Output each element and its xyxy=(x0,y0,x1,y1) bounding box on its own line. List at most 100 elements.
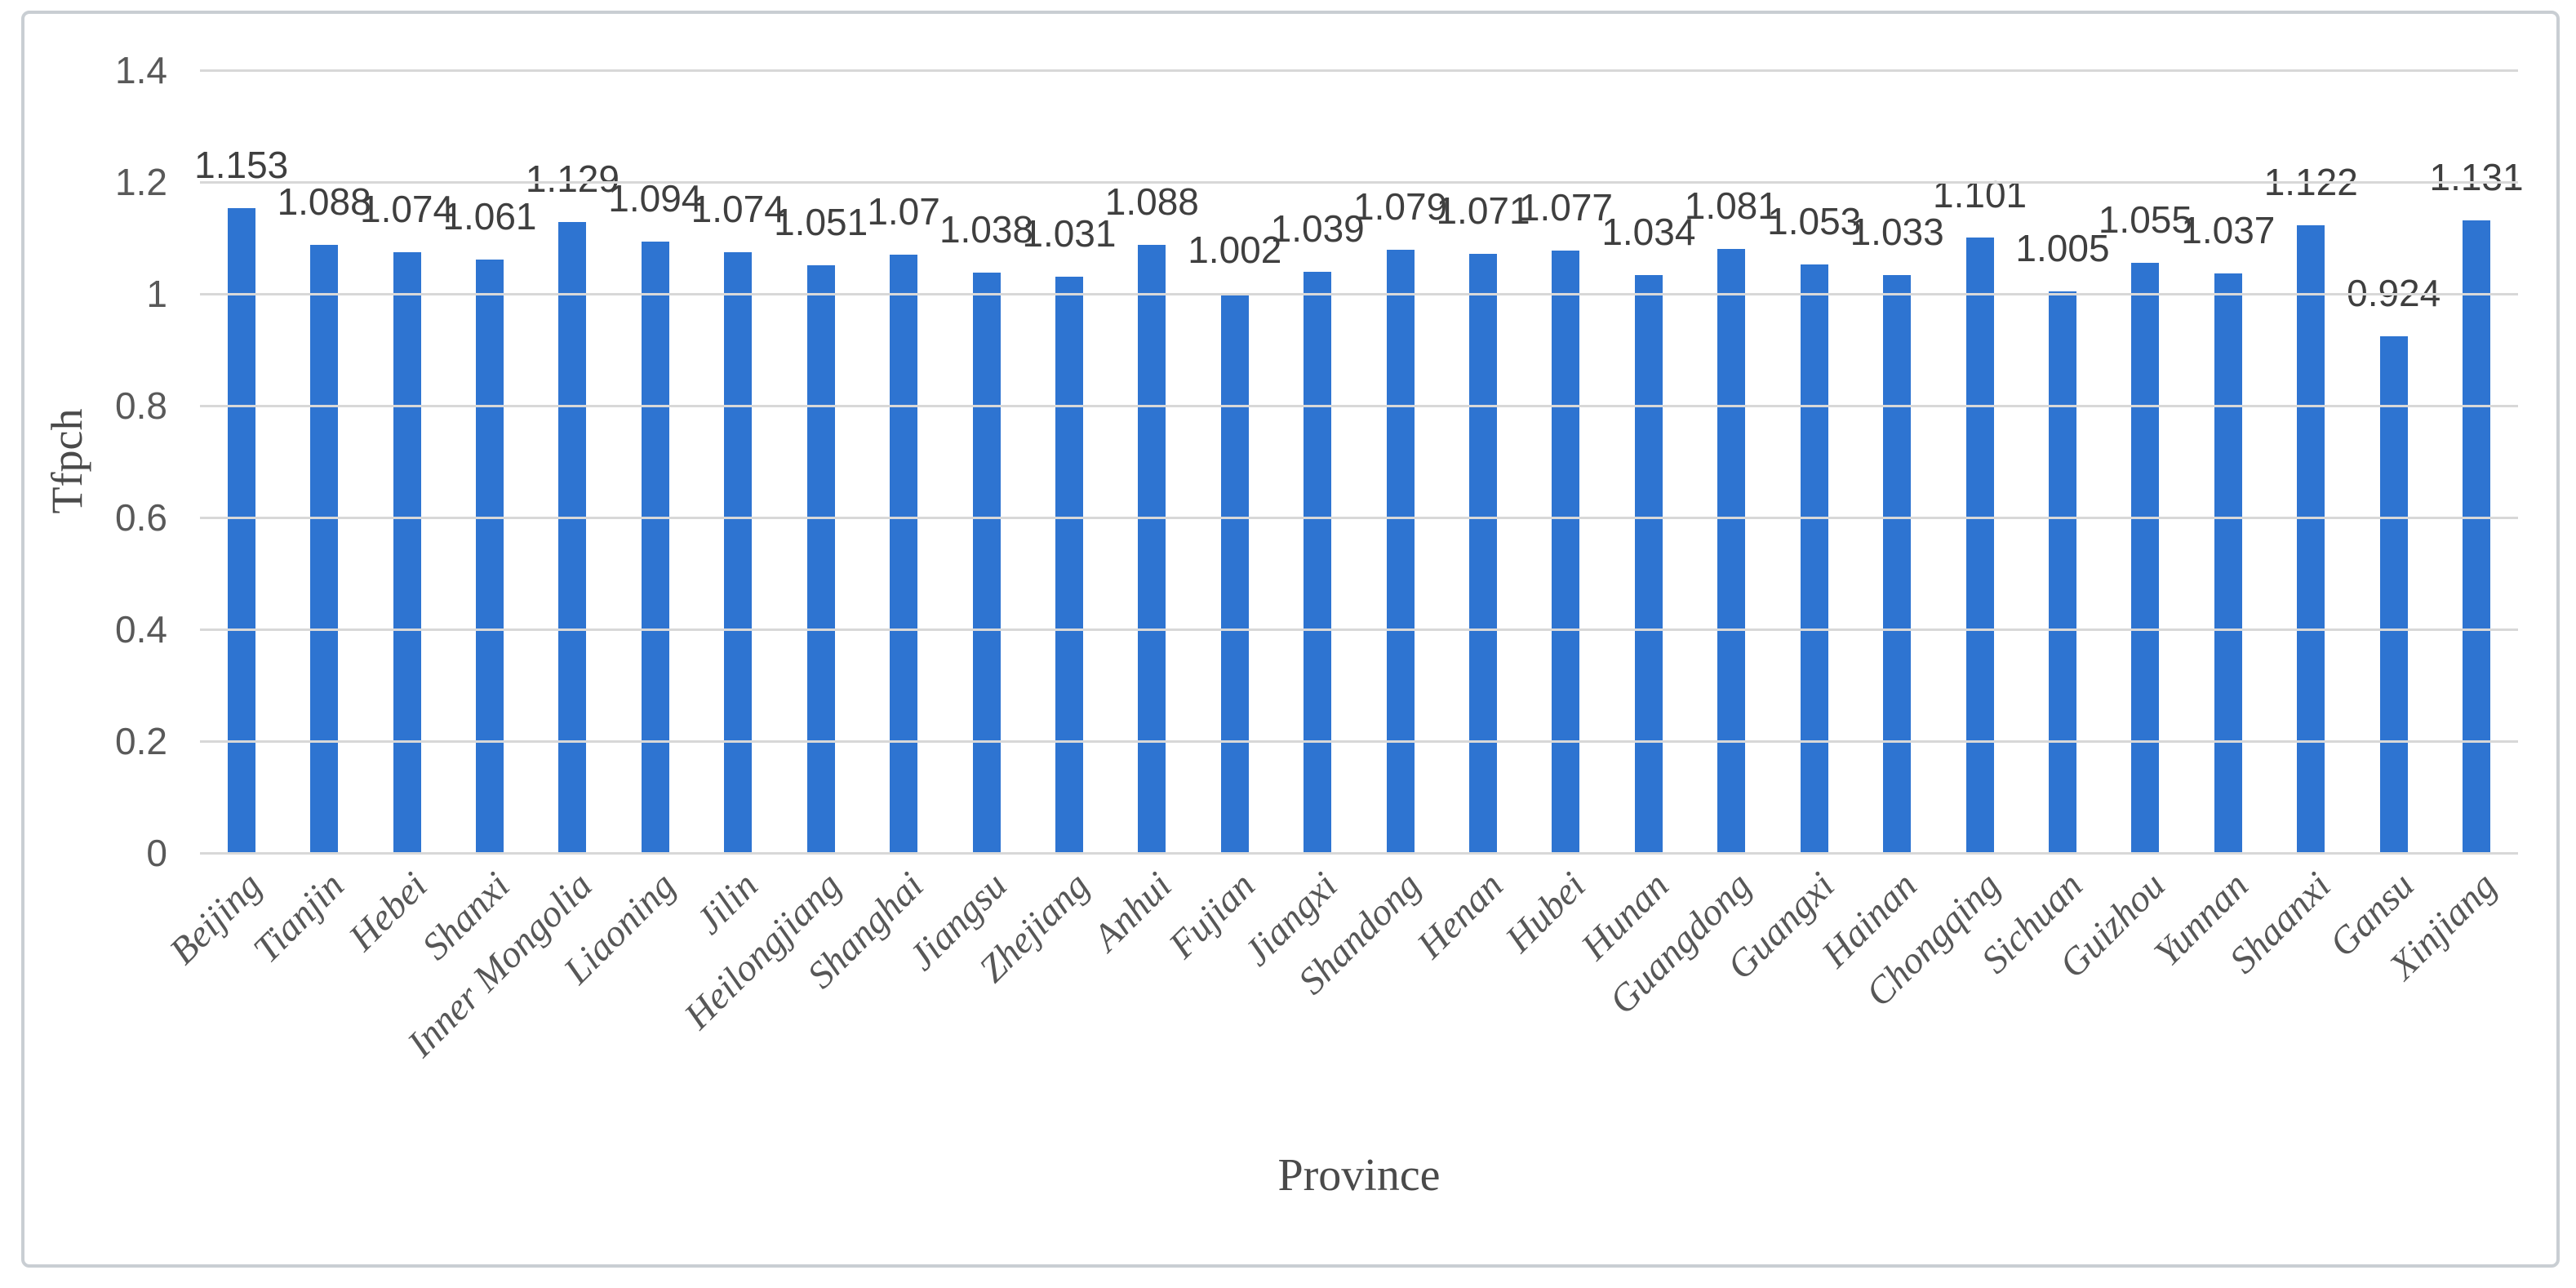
category-slot: 1.002 Fujian xyxy=(1161,70,1281,967)
bar-value-label: 1.002 xyxy=(1188,228,1282,271)
category-slot: 1.129 Inner Mongolia xyxy=(400,70,620,1066)
bar xyxy=(310,244,339,853)
category-slot: 1.038 Jiangsu xyxy=(900,70,1033,979)
gridline xyxy=(200,292,2518,295)
bar xyxy=(227,208,255,853)
category-slot: 1.094 Liaoning xyxy=(556,70,703,993)
bar xyxy=(972,272,1001,853)
category-slot: 1.088 Tianjin xyxy=(246,70,371,971)
category-slot: 1.071 Henan xyxy=(1409,70,1530,966)
category-slot: 1.053 Guangxi xyxy=(1719,70,1861,988)
plot-area: 1.153 Beijing 1.088 Tianjin 1.074 Hebei 1.061 S… xyxy=(162,69,2524,1066)
bar-value-label: 1.005 xyxy=(2015,226,2110,269)
category-slot: 0.924 Gansu xyxy=(2321,70,2441,965)
bar-value-label: 1.055 xyxy=(2098,198,2192,242)
bar-value-label: 1.131 xyxy=(2429,156,2524,199)
y-tick-label: 1.4 xyxy=(115,49,167,91)
bar-value-label: 1.039 xyxy=(1270,207,1365,251)
y-tick-label: 0.8 xyxy=(115,384,167,427)
bar-value-label: 1.074 xyxy=(691,188,785,231)
bar-series: 1.153 Beijing 1.088 Tianjin 1.074 Hebei 1.061 S… xyxy=(162,70,2524,1066)
bar xyxy=(1717,248,1746,853)
gridline xyxy=(200,739,2518,743)
category-slot: 1.077 Hubei xyxy=(1498,70,1613,961)
bar xyxy=(1138,244,1166,853)
bar xyxy=(393,252,421,853)
category-slot: 1.051 Heilongjiang xyxy=(676,70,868,1037)
bar-value-label: 1.034 xyxy=(1601,210,1696,253)
bar xyxy=(1469,254,1498,853)
gridline xyxy=(200,180,2518,184)
bar xyxy=(1800,264,1828,853)
bar xyxy=(558,221,587,853)
category-slot: 1.081 Guangdong xyxy=(1601,70,1779,1023)
bar-value-label: 1.088 xyxy=(1104,180,1199,223)
category-slot: 1.033 Hainan xyxy=(1814,70,1943,975)
bar xyxy=(1634,274,1663,853)
category-slot: 1.031 Zhejiang xyxy=(971,70,1117,991)
x-axis-title: Province xyxy=(1277,1150,1441,1201)
gridline xyxy=(200,404,2518,407)
category-slot: 1.153 Beijing xyxy=(162,70,289,972)
category-slot: 1.055 Guizhou xyxy=(2052,70,2192,986)
bar xyxy=(806,265,835,853)
category-slot: 1.079 Shandong xyxy=(1290,70,1448,1003)
bar xyxy=(2297,225,2325,853)
gridline xyxy=(200,69,2518,72)
y-tick-label: 0 xyxy=(146,832,167,874)
bar-value-label: 1.094 xyxy=(608,176,703,220)
bar xyxy=(1386,249,1415,853)
category-slot: 1.005 Sichuan xyxy=(1974,70,2110,982)
bar-value-label: 1.051 xyxy=(774,201,868,244)
category-slot: 1.131 Xinjiang xyxy=(2381,70,2523,988)
bar-value-label: 1.129 xyxy=(525,157,620,200)
y-tick-label: 0.2 xyxy=(115,720,167,762)
bar-value-label: 1.077 xyxy=(1518,186,1614,229)
bar xyxy=(890,255,918,853)
bar-value-label: 1.074 xyxy=(359,188,455,231)
bar xyxy=(724,252,753,853)
bar-value-label: 1.071 xyxy=(1436,189,1530,233)
bar-value-label: 1.081 xyxy=(1684,184,1779,227)
bar xyxy=(2131,263,2160,853)
bar-value-label: 1.037 xyxy=(2181,208,2276,251)
y-tick-label: 1 xyxy=(146,273,167,315)
bar xyxy=(2379,336,2408,853)
bar xyxy=(2214,273,2242,853)
bar xyxy=(2463,220,2491,853)
bar-value-label: 1.07 xyxy=(867,190,940,233)
bar-value-label: 1.061 xyxy=(442,195,537,238)
gridline xyxy=(200,851,2518,855)
category-slot: 1.034 Hunan xyxy=(1573,70,1695,968)
bar-value-label: 1.079 xyxy=(1353,184,1448,228)
bar xyxy=(475,260,504,853)
bar xyxy=(1965,237,1994,853)
y-tick-label: 0.4 xyxy=(115,608,167,651)
category-slot: 1.039 Jiangxi xyxy=(1236,70,1365,974)
bar xyxy=(1220,292,1249,853)
category-slot: 1.122 Shaanxi xyxy=(2222,70,2358,981)
gridline xyxy=(200,628,2518,631)
bar-value-label: 1.088 xyxy=(277,180,371,223)
bar xyxy=(1055,276,1083,853)
bar-value-label: 1.053 xyxy=(1767,199,1862,242)
y-axis-tick-labels: 0 0.2 0.4 0.6 0.8 1 1.2 1.4 xyxy=(49,51,167,872)
bar-value-label: 1.038 xyxy=(939,207,1034,251)
bar xyxy=(1883,275,1912,853)
category-slot: 1.074 Hebei xyxy=(340,70,454,959)
y-tick-label: 1.2 xyxy=(115,161,167,203)
bar xyxy=(2048,291,2076,853)
bar-value-label: 1.153 xyxy=(194,144,289,187)
y-tick-label: 0.6 xyxy=(115,496,167,539)
category-slot: 1.101 Chongqing xyxy=(1858,70,2027,1015)
bar-value-label: 1.031 xyxy=(1022,211,1117,255)
bar-value-label: 1.033 xyxy=(1850,211,1944,254)
category-slot: 1.061 Shanxi xyxy=(414,70,536,968)
category-slot: 1.07 Shanghai xyxy=(799,70,944,997)
gridline xyxy=(200,516,2518,519)
category-slot: 1.074 Jilin xyxy=(688,70,785,942)
category-slot: 1.037 Yunnan xyxy=(2146,70,2275,975)
bar xyxy=(1304,272,1332,853)
category-slot: 1.088 Anhui xyxy=(1086,70,1199,959)
